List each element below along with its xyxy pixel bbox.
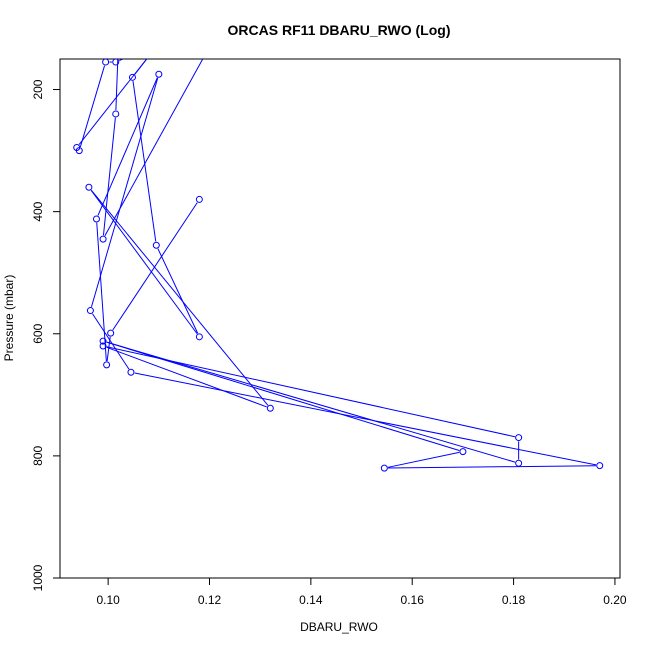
points-layer xyxy=(73,44,604,472)
data-point xyxy=(515,459,523,467)
series-segment xyxy=(106,346,267,408)
y-tick-label: 600 xyxy=(31,323,45,343)
data-point xyxy=(73,144,81,152)
data-point xyxy=(128,73,136,81)
data-point xyxy=(112,110,120,118)
data-point xyxy=(195,195,203,203)
data-point xyxy=(596,462,604,470)
series-segment xyxy=(79,65,106,148)
x-tick-label: 0.20 xyxy=(603,593,627,607)
data-point xyxy=(155,70,163,78)
data-point xyxy=(380,464,388,472)
data-point xyxy=(103,361,111,369)
data-point xyxy=(115,44,121,50)
data-point xyxy=(99,342,107,350)
data-point xyxy=(152,241,160,249)
data-point xyxy=(112,59,120,66)
series-segment xyxy=(112,202,198,331)
y-tick-label: 800 xyxy=(31,446,45,466)
series-segment xyxy=(92,313,130,370)
x-axis-label: DBARU_RWO xyxy=(300,620,378,634)
series-segment xyxy=(388,465,596,469)
data-point xyxy=(207,44,213,50)
series-segment xyxy=(115,59,119,111)
series-segment xyxy=(90,189,269,406)
series-segment xyxy=(104,59,204,237)
data-point xyxy=(92,215,100,223)
data-point xyxy=(149,44,155,50)
series-segment xyxy=(106,341,516,463)
x-tick-label: 0.12 xyxy=(198,593,222,607)
series-segment xyxy=(90,189,198,335)
data-point xyxy=(127,368,135,376)
data-point xyxy=(102,59,110,66)
y-axis-label: Pressure (mbar) xyxy=(2,275,16,362)
series-segment xyxy=(90,77,159,308)
data-point xyxy=(459,448,467,456)
x-tick-label: 0.10 xyxy=(96,593,120,607)
y-tick-label: 200 xyxy=(31,79,45,99)
series-segment xyxy=(102,117,116,236)
data-point xyxy=(85,183,93,191)
series-segment xyxy=(387,451,460,468)
data-point xyxy=(153,44,159,50)
data-point xyxy=(86,307,94,315)
series-segment xyxy=(157,248,199,334)
y-axis: 200 400 600 800 1000 xyxy=(31,79,61,591)
series-segment xyxy=(106,341,460,451)
data-point xyxy=(515,434,523,442)
data-point xyxy=(266,404,274,412)
data-point xyxy=(107,329,115,337)
y-tick-label: 1000 xyxy=(31,564,45,591)
y-tick-label: 400 xyxy=(31,201,45,221)
series-segment xyxy=(132,81,157,242)
data-point xyxy=(99,337,107,345)
data-point xyxy=(195,333,203,341)
series-segment xyxy=(96,222,107,362)
series-layer xyxy=(78,59,597,469)
plot-frame xyxy=(59,58,621,579)
x-tick-label: 0.18 xyxy=(502,593,526,607)
x-tick-label: 0.14 xyxy=(299,593,323,607)
x-tick-label: 0.16 xyxy=(401,593,425,607)
series-segment xyxy=(134,59,148,75)
series-segment xyxy=(134,372,597,466)
x-axis: 0.10 0.12 0.14 0.16 0.18 0.20 xyxy=(96,577,627,607)
data-point xyxy=(99,235,107,243)
chart-title: ORCAS RF11 DBARU_RWO (Log) xyxy=(228,22,451,38)
series-segment xyxy=(106,336,111,362)
